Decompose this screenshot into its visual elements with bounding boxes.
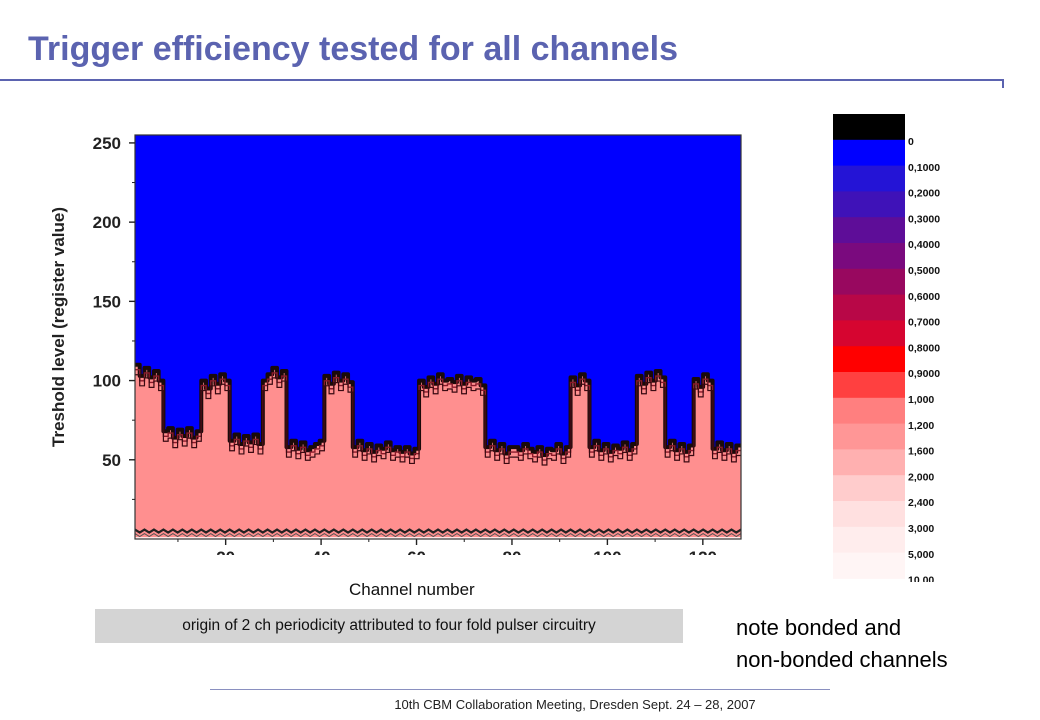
slide-footer: 10th CBM Collaboration Meeting, Dresden … bbox=[394, 697, 756, 712]
colorbar-swatch bbox=[833, 346, 905, 373]
colorbar-swatch bbox=[833, 191, 905, 218]
slide-title: Trigger efficiency tested for all channe… bbox=[28, 30, 678, 68]
y-tick-label: 150 bbox=[93, 292, 121, 311]
x-tick-label: 80 bbox=[502, 548, 521, 555]
colorbar-swatch bbox=[833, 552, 905, 579]
threshold-boundary-contour-lower bbox=[135, 374, 741, 466]
colorbar-label: 0,8000 bbox=[908, 342, 940, 354]
x-axis-label: Channel number bbox=[349, 580, 475, 599]
title-underline bbox=[0, 79, 1004, 81]
colorbar-label: 0,3000 bbox=[908, 213, 940, 225]
colorbar-label: 1,200 bbox=[908, 420, 934, 432]
colorbar-label: 5,000 bbox=[908, 549, 934, 561]
colorbar-swatch bbox=[833, 139, 905, 167]
axes: 50 100 150 200 250 20 40 60 80 100 120 bbox=[93, 134, 742, 555]
y-tick-label: 250 bbox=[93, 134, 121, 153]
colorbar-swatch bbox=[833, 217, 905, 244]
colorbar-swatch bbox=[833, 475, 905, 502]
colorbar-label: 2,000 bbox=[908, 471, 934, 483]
y-tick-label: 50 bbox=[102, 451, 121, 470]
colorbar-swatch bbox=[833, 268, 905, 296]
y-axis-label: Treshold level (register value) bbox=[49, 207, 68, 447]
y-tick-label: 100 bbox=[93, 372, 121, 391]
plot-frame bbox=[134, 134, 742, 540]
colorbar-label: 1,600 bbox=[908, 446, 934, 458]
colorbar-label: 0 bbox=[908, 136, 914, 148]
colorbar-label: 0,7000 bbox=[908, 317, 940, 329]
periodicity-note: origin of 2 ch periodicity attributed to… bbox=[95, 609, 683, 643]
colorbar-label: 0,9000 bbox=[908, 368, 940, 380]
footer-divider bbox=[210, 689, 830, 690]
colorbar-swatch bbox=[833, 320, 905, 347]
x-tick-label: 100 bbox=[593, 548, 621, 555]
x-tick-label: 20 bbox=[216, 548, 235, 555]
noise-floor-contour bbox=[134, 528, 742, 534]
title-underline-end bbox=[1002, 79, 1004, 88]
colorbar-label: 0,1000 bbox=[908, 162, 940, 174]
colorbar-swatch bbox=[833, 526, 905, 554]
bonded-channels-note: note bonded and non-bonded channels bbox=[736, 612, 948, 676]
colorbar-swatch bbox=[833, 294, 905, 321]
bonded-note-line-2: non-bonded channels bbox=[736, 647, 948, 672]
colorbar-swatch bbox=[833, 423, 905, 450]
colorbar-label: 0,2000 bbox=[908, 188, 940, 200]
plot-area bbox=[134, 135, 742, 539]
colorbar-label: 2,400 bbox=[908, 497, 934, 509]
bonded-note-line-1: note bonded and bbox=[736, 615, 902, 640]
colorbar-swatch bbox=[833, 165, 905, 192]
noise-floor-contour-2 bbox=[134, 532, 742, 538]
x-tick-label: 60 bbox=[407, 548, 426, 555]
colorbar-label: 0,4000 bbox=[908, 239, 940, 251]
x-tick-label: 120 bbox=[689, 548, 717, 555]
threshold-heatmap-chart: 50 100 150 200 250 20 40 60 80 100 120 Treshold le… bbox=[49, 134, 742, 555]
colorbar-swatch bbox=[833, 397, 905, 425]
colorbar-swatch bbox=[833, 243, 905, 270]
noise-floor-band bbox=[135, 537, 741, 539]
y-tick-label: 200 bbox=[93, 213, 121, 232]
colorbar-swatch bbox=[833, 372, 905, 399]
colorbar-swatch bbox=[833, 114, 905, 141]
colorbar-label: 0,6000 bbox=[908, 291, 940, 303]
colorbar-legend: 0 0,1000 0,2000 0,3000 0,4000 0,5000 0,6000 0,7… bbox=[833, 114, 940, 582]
colorbar-label: 1,000 bbox=[908, 394, 934, 406]
colorbar-swatch bbox=[833, 501, 905, 528]
colorbar-swatch bbox=[833, 449, 905, 476]
colorbar-label: 0,5000 bbox=[908, 265, 940, 277]
x-tick-label: 40 bbox=[312, 548, 331, 555]
colorbar-label: 10,00 bbox=[908, 575, 934, 582]
colorbar-label: 3,000 bbox=[908, 523, 934, 535]
